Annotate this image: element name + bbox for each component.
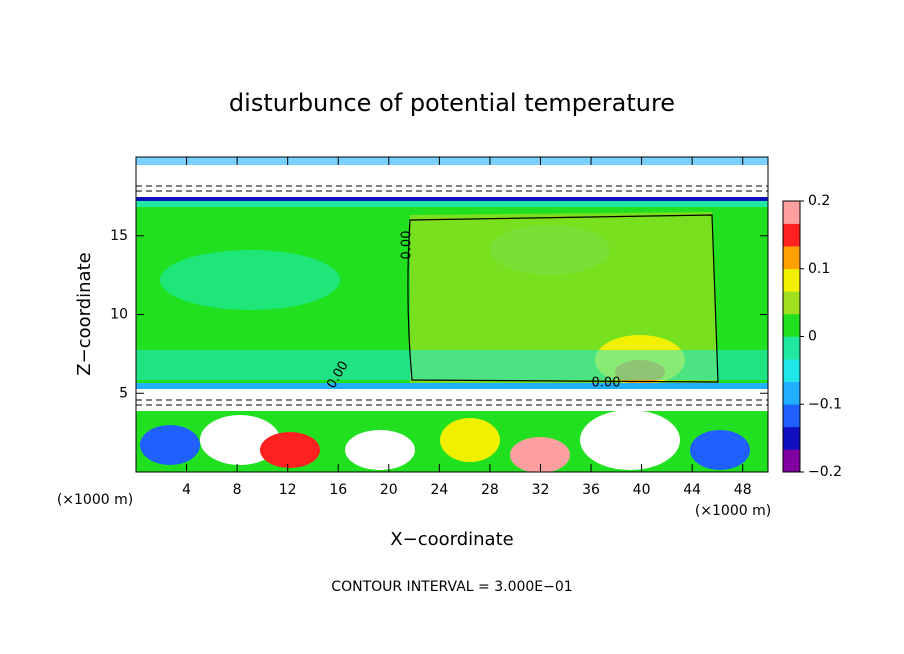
colorbar-segment [783, 291, 800, 315]
colorbar-segment [783, 449, 800, 473]
annotation: CONTOUR INTERVAL = 3.000E−01 [331, 579, 572, 595]
y-tick-label: 15 [110, 228, 128, 244]
y-axis-label: Z−coordinate [74, 252, 95, 375]
x-tick-label: 44 [683, 482, 701, 498]
x-tick-label: 8 [233, 482, 242, 498]
colorbar-segment [783, 201, 800, 224]
x-tick-label: 48 [734, 482, 752, 498]
contour-label: 0.00 [592, 376, 621, 391]
contour-label: 0.00 [400, 231, 415, 260]
chart-title: disturbunce of potential temperature [229, 89, 675, 117]
colorbar-segment [783, 268, 800, 292]
x-tick-label: 28 [481, 482, 499, 498]
x-tick-label: 40 [633, 482, 651, 498]
colorbar-tick-label: 0.2 [808, 193, 830, 209]
colorbar-tick-label: −0.2 [808, 464, 842, 480]
x-tick-label: 32 [532, 482, 550, 498]
colorbar-segment [783, 246, 800, 270]
colorbar-tick-label: 0.1 [808, 261, 830, 277]
x-unit-label: (×1000 m) [695, 503, 771, 519]
field [136, 157, 768, 472]
x-tick-label: 24 [430, 482, 448, 498]
colorbar-segment [783, 336, 800, 360]
y-tick-label: 5 [119, 385, 128, 401]
colorbar-tick-label: −0.1 [808, 396, 842, 412]
x-tick-label: 4 [182, 482, 191, 498]
x-tick-label: 36 [582, 482, 600, 498]
colorbar-segment [783, 313, 800, 337]
colorbar-segment [783, 404, 800, 428]
x-axis-label: X−coordinate [390, 529, 513, 550]
x-tick-label: 12 [279, 482, 297, 498]
colorbar-segment [783, 381, 800, 405]
colorbar-segment [783, 359, 800, 382]
x-tick-label: 20 [380, 482, 398, 498]
x-unit-label: (×1000 m) [57, 492, 133, 508]
x-tick-label: 16 [329, 482, 347, 498]
colorbar-segment [783, 223, 800, 247]
y-tick-label: 10 [110, 307, 128, 323]
colorbar-segment [783, 426, 800, 450]
colorbar-tick-label: 0 [808, 329, 817, 345]
